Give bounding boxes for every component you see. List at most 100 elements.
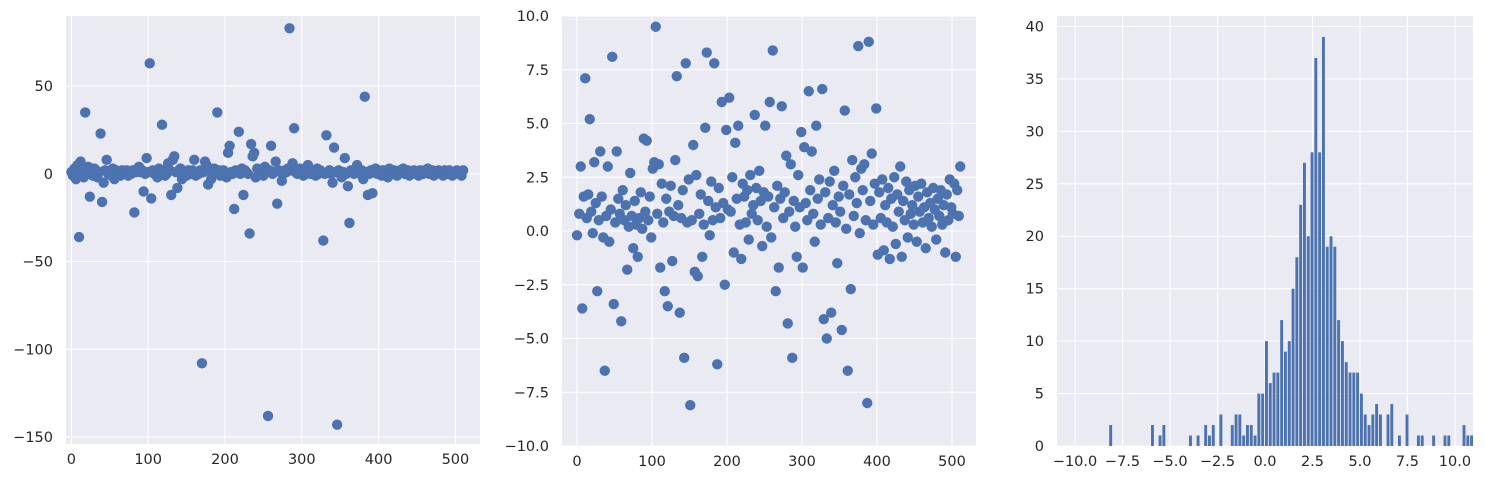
data-point (694, 208, 705, 219)
data-point (701, 47, 712, 58)
x-tick-label: 2.5 (1301, 454, 1324, 470)
data-point (608, 298, 619, 310)
x-tick-label: 300 (788, 454, 816, 470)
data-point (367, 187, 378, 199)
data-point (733, 120, 744, 131)
data-point (893, 206, 904, 217)
data-point (863, 36, 874, 47)
data-point (796, 126, 807, 138)
y-tick-label: 10 (1026, 334, 1044, 350)
data-point (724, 92, 735, 103)
data-point (850, 172, 861, 183)
histogram-bar (1162, 425, 1166, 446)
histogram-bar (1158, 435, 1162, 446)
data-point (677, 184, 688, 196)
histogram-bar (1302, 162, 1306, 446)
data-point (327, 177, 338, 188)
histogram-bar (1287, 341, 1291, 446)
histogram-bar (1314, 57, 1318, 446)
histogram-bar (1268, 383, 1272, 446)
data-point (95, 128, 106, 139)
data-point (950, 251, 961, 262)
data-point (632, 251, 643, 262)
data-point (575, 161, 586, 172)
data-point (653, 159, 664, 170)
x-tick-label: 200 (713, 454, 741, 470)
data-point (679, 352, 690, 364)
data-point (766, 232, 777, 243)
data-point (229, 203, 240, 215)
data-point (905, 208, 916, 219)
histogram-bar (1204, 425, 1208, 446)
data-point (584, 114, 595, 125)
x-tick-label: 100 (134, 452, 162, 468)
histogram-bar (1230, 425, 1234, 446)
data-point (224, 140, 235, 152)
data-point (920, 243, 931, 254)
data-point (884, 253, 895, 265)
x-tick-label: 500 (442, 452, 470, 468)
data-point (688, 139, 699, 151)
x-tick-label: 0 (67, 452, 76, 468)
data-point (940, 247, 951, 258)
data-point (80, 107, 91, 118)
histogram-bar (1386, 414, 1390, 446)
data-point (808, 208, 819, 219)
data-point (245, 138, 257, 150)
data-point (736, 253, 747, 265)
data-point (586, 206, 597, 217)
data-point (916, 178, 927, 189)
histogram-bar (1249, 425, 1253, 446)
histogram-bar (1310, 152, 1314, 446)
histogram-bar (1211, 425, 1215, 446)
y-tick-label: −150 (13, 430, 53, 446)
data-point (272, 198, 283, 209)
data-point (814, 174, 825, 185)
x-tick-label: 7.5 (1396, 454, 1419, 470)
data-point (805, 184, 816, 196)
histogram-bar (1337, 320, 1341, 446)
data-point (878, 245, 889, 256)
data-point (827, 200, 838, 211)
data-point (902, 232, 913, 243)
histogram-bar (1416, 435, 1420, 446)
data-point (923, 212, 934, 224)
data-point (318, 235, 329, 246)
data-point (284, 23, 295, 34)
x-tick-label: −5.0 (1152, 454, 1187, 470)
histogram-bar (1242, 435, 1246, 446)
data-point (779, 187, 790, 198)
y-tick-label: −10.0 (505, 439, 549, 455)
data-point (757, 240, 768, 252)
data-point (785, 159, 796, 170)
y-tick-label: 5 (1035, 387, 1044, 403)
data-point (655, 262, 666, 273)
data-point (635, 187, 646, 198)
histogram-bar (1462, 425, 1466, 446)
data-point (212, 107, 223, 118)
histogram-bar (1306, 236, 1310, 446)
data-point (101, 154, 112, 166)
data-point (952, 184, 963, 196)
data-point (84, 191, 96, 202)
data-point (685, 399, 696, 411)
data-point (760, 120, 771, 131)
data-point (607, 51, 618, 63)
histogram-bar (1280, 320, 1284, 446)
x-tick-label: 0.0 (1253, 454, 1276, 470)
data-point (898, 195, 909, 207)
data-point (641, 135, 652, 146)
y-tick-label: −100 (13, 342, 53, 358)
histogram-bar (1208, 435, 1211, 446)
subplot-right-histogram: −10.0 −7.5 −5.0 −2.5 0.0 2.5 5.0 7.5 10.0 0 5 10 15 2… (1026, 16, 1474, 470)
y-tick-label: 2.5 (526, 170, 549, 186)
data-point (845, 283, 856, 295)
data-point (265, 140, 277, 152)
data-point (926, 221, 937, 232)
y-tick-label: −5.0 (514, 332, 549, 348)
data-point (650, 21, 661, 32)
data-point (169, 151, 180, 162)
histogram-bar (1265, 341, 1268, 446)
data-point (172, 182, 183, 194)
